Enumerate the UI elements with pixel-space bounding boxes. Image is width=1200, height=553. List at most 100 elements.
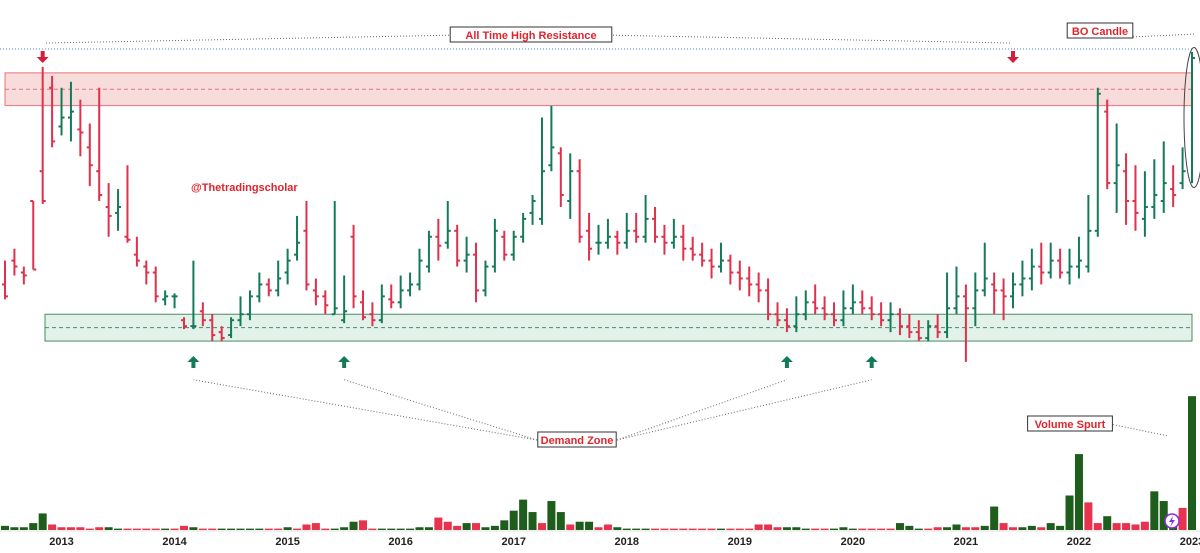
- x-tick-label: 2017: [501, 536, 525, 548]
- ohlc-bar: [237, 296, 244, 327]
- volume-bar: [236, 528, 245, 530]
- ohlc-bar: [152, 266, 159, 303]
- volume-bar: [76, 527, 85, 530]
- ohlc-bar: [1057, 248, 1064, 279]
- ohlc-bar: [1179, 147, 1186, 190]
- volume-bar: [688, 528, 697, 530]
- lightning-icon: [1169, 516, 1175, 527]
- x-tick-label: 2023: [1180, 536, 1200, 548]
- ohlc-bar: [359, 290, 366, 321]
- volume-bar: [585, 521, 594, 530]
- ohlc-bar: [350, 224, 357, 309]
- volume-bar: [556, 512, 565, 530]
- volume-bar: [867, 528, 876, 530]
- ohlc-bar: [576, 159, 583, 243]
- ohlc-bar: [1094, 87, 1101, 237]
- ohlc-bar: [896, 308, 903, 336]
- volume-bar: [707, 528, 716, 530]
- volume-bar: [641, 528, 650, 530]
- volume-bar: [462, 523, 471, 530]
- ohlc-bar: [388, 284, 395, 309]
- ohlc-bar: [774, 302, 781, 327]
- volume-bar: [820, 528, 829, 530]
- ohlc-bar: [1066, 248, 1073, 285]
- ohlc-bar: [435, 218, 442, 261]
- volume-bar: [924, 528, 933, 530]
- ohlc-bar: [1028, 248, 1035, 291]
- ohlc-bar: [868, 296, 875, 321]
- volume-bar: [424, 527, 433, 530]
- ohlc-bar: [878, 302, 885, 327]
- volume-bar: [208, 528, 217, 530]
- ohlc-bar: [265, 278, 272, 297]
- volume-bar: [669, 528, 678, 530]
- volume-bar: [189, 527, 198, 530]
- volume-bar: [1027, 525, 1036, 530]
- ohlc-bar: [105, 183, 112, 237]
- ohlc-bar: [1000, 278, 1007, 321]
- ohlc-bar: [491, 218, 498, 273]
- volume-bar: [396, 528, 405, 530]
- watermark: @Thetradingscholar: [191, 182, 298, 194]
- volume-bar: [245, 528, 254, 530]
- x-tick-label: 2019: [728, 536, 752, 548]
- ohlc-bar: [1160, 141, 1167, 213]
- ohlc-bar: [1113, 123, 1120, 213]
- volume-bar: [1084, 502, 1093, 530]
- volume-bar: [764, 524, 773, 530]
- volume-bar: [1074, 454, 1083, 530]
- ohlc-bar: [736, 260, 743, 291]
- ohlc-bar: [96, 87, 103, 201]
- ohlc-bar: [209, 314, 216, 342]
- volume-bar: [283, 527, 292, 530]
- volume-spurt-label: Volume Spurt: [1027, 415, 1113, 432]
- volume-bar: [1187, 396, 1197, 530]
- volume-bar: [528, 512, 537, 530]
- volume-bar: [575, 521, 584, 530]
- ohlc-bar: [425, 230, 432, 273]
- demand-zone-label: Demand Zone: [537, 431, 617, 448]
- ohlc-bar: [473, 242, 480, 303]
- all-time-high-label-text: All Time High Resistance: [465, 30, 596, 42]
- ohlc-bar: [548, 105, 555, 172]
- volume-bar: [1159, 501, 1168, 530]
- volume-spurt-label-box: [1027, 415, 1113, 432]
- volume-bar: [1018, 527, 1027, 530]
- volume-bar: [406, 528, 415, 530]
- volume-spurt-leader: [1109, 423, 1169, 437]
- ohlc-bar: [20, 266, 27, 285]
- demand-zone-label-box: [537, 431, 617, 448]
- volume-bar: [848, 528, 857, 530]
- volume-bar: [679, 528, 688, 530]
- volume-bar: [537, 523, 546, 530]
- ohlc-bar: [1104, 99, 1111, 190]
- ohlc-bar: [67, 81, 74, 142]
- ohlc-bar: [538, 117, 545, 225]
- volume-bar: [1093, 523, 1102, 530]
- volume-bar: [726, 528, 735, 530]
- ohlc-bar: [1151, 159, 1158, 219]
- volume-bar: [971, 527, 980, 530]
- volume-bar: [698, 528, 707, 530]
- all-time-high-label: All Time High Resistance: [449, 26, 613, 43]
- volume-bar: [472, 523, 481, 530]
- ohlc-bar: [783, 308, 790, 333]
- volume-bar: [895, 523, 904, 530]
- volume-bar: [132, 528, 141, 530]
- ohlc-bar: [717, 242, 724, 273]
- ohlc-bar: [520, 212, 527, 243]
- volume-bar: [481, 527, 490, 530]
- bo-candle-label: BO Candle: [1066, 22, 1134, 39]
- volume-bar: [632, 528, 641, 530]
- ohlc-bar: [1075, 236, 1082, 279]
- ohlc-bar: [1132, 165, 1139, 231]
- ohlc-bar: [708, 248, 715, 279]
- volume-bar: [830, 528, 839, 530]
- ohlc-bar: [604, 218, 611, 249]
- volume-bar: [811, 528, 820, 530]
- volume-bar: [10, 527, 19, 530]
- ohlc-bar: [586, 212, 593, 261]
- ohlc-bar: [294, 215, 301, 261]
- volume-bar: [264, 528, 273, 530]
